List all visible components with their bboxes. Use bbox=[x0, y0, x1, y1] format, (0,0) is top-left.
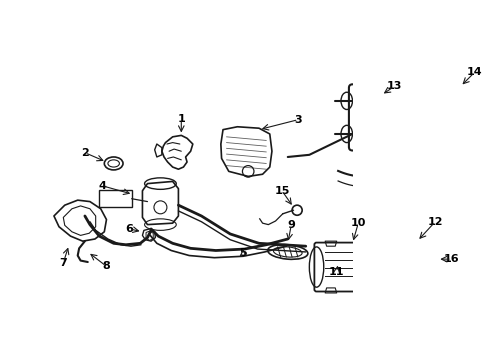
FancyBboxPatch shape bbox=[349, 84, 471, 150]
Text: 10: 10 bbox=[350, 218, 366, 228]
Text: 6: 6 bbox=[125, 224, 133, 234]
Text: 8: 8 bbox=[102, 261, 110, 271]
Text: 9: 9 bbox=[288, 220, 295, 230]
Text: 13: 13 bbox=[387, 81, 402, 91]
Text: 11: 11 bbox=[329, 267, 344, 277]
Text: 15: 15 bbox=[274, 186, 290, 196]
Text: 14: 14 bbox=[467, 67, 483, 77]
Text: 2: 2 bbox=[81, 148, 89, 158]
FancyBboxPatch shape bbox=[98, 190, 132, 207]
FancyBboxPatch shape bbox=[315, 243, 394, 292]
Text: 4: 4 bbox=[98, 181, 106, 191]
Text: 3: 3 bbox=[295, 114, 302, 125]
Text: 12: 12 bbox=[427, 217, 443, 227]
Text: 5: 5 bbox=[239, 248, 247, 258]
Text: 16: 16 bbox=[444, 254, 460, 264]
Text: 7: 7 bbox=[59, 258, 67, 268]
Text: 1: 1 bbox=[177, 114, 185, 124]
